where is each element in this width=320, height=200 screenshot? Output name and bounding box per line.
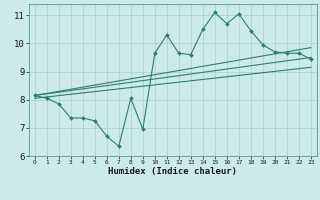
X-axis label: Humidex (Indice chaleur): Humidex (Indice chaleur) bbox=[108, 167, 237, 176]
